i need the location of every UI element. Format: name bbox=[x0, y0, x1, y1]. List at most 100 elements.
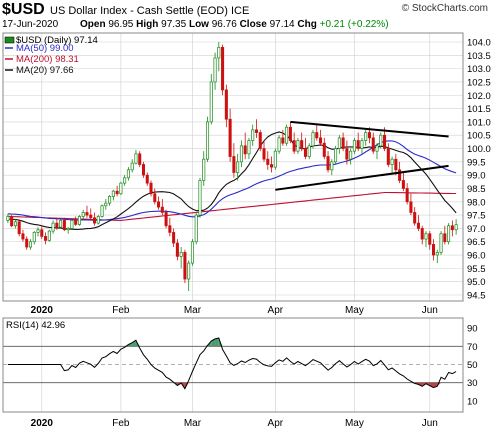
candle-body bbox=[266, 158, 270, 165]
candle-body bbox=[405, 188, 409, 203]
candle-body bbox=[413, 212, 417, 224]
candle-body bbox=[100, 205, 104, 217]
candle-body bbox=[111, 190, 115, 197]
candle-body bbox=[108, 196, 112, 204]
candle-body bbox=[138, 153, 142, 165]
candle-body bbox=[420, 228, 424, 240]
candle-body bbox=[285, 126, 289, 144]
candle-body bbox=[379, 134, 383, 147]
candle-body bbox=[443, 233, 447, 243]
candle-body bbox=[134, 153, 138, 164]
price-tick-label: 98.0 bbox=[467, 197, 486, 208]
candle-body bbox=[187, 262, 191, 280]
legend-ma50: MA(50) 99.00 bbox=[16, 43, 74, 54]
candle-body bbox=[47, 230, 51, 241]
candle-body bbox=[307, 145, 311, 157]
chg-label: Chg bbox=[297, 19, 317, 30]
month-label: May bbox=[345, 418, 364, 429]
candle-body bbox=[104, 202, 108, 207]
candle-body bbox=[205, 121, 210, 160]
candle-body bbox=[367, 132, 372, 139]
candle-body bbox=[364, 132, 368, 141]
candle-body bbox=[383, 134, 387, 149]
low-label: Low bbox=[188, 19, 209, 30]
open-label: Open bbox=[80, 19, 106, 30]
price-tick-label: 100.0 bbox=[467, 144, 491, 155]
rsi-oversold-fill bbox=[429, 382, 434, 388]
price-tick-label: 103.5 bbox=[467, 51, 491, 62]
rsi-overbought-fill bbox=[218, 337, 223, 347]
candle-body bbox=[416, 222, 420, 229]
candle-body bbox=[168, 225, 172, 233]
candle-body bbox=[149, 182, 153, 195]
candle-body bbox=[89, 214, 93, 219]
low-value: 96.76 bbox=[211, 19, 237, 30]
price-tick-label: 94.5 bbox=[467, 291, 486, 302]
candle-body bbox=[141, 164, 146, 176]
candle-body bbox=[345, 148, 349, 160]
price-grid bbox=[3, 33, 463, 301]
rsi-tick-label: 10 bbox=[467, 396, 478, 407]
price-tick-label: 103.0 bbox=[467, 64, 491, 75]
candle-body bbox=[251, 129, 255, 141]
candle-body bbox=[247, 140, 251, 155]
candle-body bbox=[183, 252, 187, 280]
candle-body bbox=[119, 182, 123, 195]
candle-body bbox=[334, 148, 338, 163]
quote-values: Open 96.95 High 97.35 Low 96.76 Close 97… bbox=[80, 19, 389, 30]
candle-body bbox=[32, 232, 36, 243]
month-label: Mar bbox=[184, 418, 202, 429]
month-label: Apr bbox=[268, 305, 284, 316]
rsi-tick-label: 90 bbox=[467, 324, 478, 335]
price-panel-frame bbox=[2, 32, 464, 302]
candle-body bbox=[115, 190, 119, 195]
candle-body bbox=[360, 140, 364, 149]
candle-body bbox=[123, 177, 127, 184]
price-tick-label: 101.0 bbox=[467, 117, 491, 128]
candle-body bbox=[28, 241, 33, 248]
candle-body bbox=[273, 150, 277, 168]
month-label: Feb bbox=[112, 305, 130, 316]
candle-body bbox=[322, 142, 326, 157]
price-tick-label: 100.5 bbox=[467, 131, 491, 142]
candle-body bbox=[447, 225, 451, 243]
close-value: 97.14 bbox=[269, 19, 295, 30]
candle-body bbox=[296, 140, 300, 152]
price-tick-label: 102.5 bbox=[467, 77, 491, 88]
candle-body bbox=[390, 158, 394, 165]
price-tick-label: 99.0 bbox=[467, 171, 486, 182]
candle-body bbox=[326, 156, 330, 171]
candle-body bbox=[450, 225, 454, 231]
rsi-overbought-fill bbox=[215, 337, 219, 347]
chart-header: $USD US Dollar Index - Cash Settle (EOD)… bbox=[0, 0, 494, 36]
candle-body bbox=[318, 137, 323, 144]
candle-body bbox=[303, 148, 307, 157]
candle-body bbox=[55, 222, 59, 228]
candle-body bbox=[262, 148, 266, 160]
candle-body bbox=[160, 206, 164, 213]
candle-body bbox=[232, 156, 236, 173]
candle-body bbox=[59, 220, 63, 228]
candle-body bbox=[239, 145, 243, 163]
candle-body bbox=[209, 81, 213, 123]
month-label: Jun bbox=[422, 305, 438, 316]
candle-body bbox=[172, 232, 176, 244]
candle-body bbox=[213, 57, 217, 83]
price-tick-label: 104.0 bbox=[467, 37, 491, 48]
price-legend: $USD (Daily) 97.14 MA(50) 99.00 MA(200) … bbox=[4, 35, 98, 76]
candle-body bbox=[81, 212, 85, 217]
month-label: 2020 bbox=[31, 305, 54, 316]
candle-body bbox=[77, 216, 81, 225]
candle-body bbox=[221, 46, 225, 91]
candle-body bbox=[439, 233, 443, 253]
month-label: Feb bbox=[112, 418, 130, 429]
candle-body bbox=[258, 132, 262, 149]
rsi-grid bbox=[3, 318, 463, 412]
candle-body bbox=[224, 89, 228, 120]
price-tick-label: 98.5 bbox=[467, 184, 486, 195]
price-tick-label: 102.0 bbox=[467, 91, 491, 102]
candle-body bbox=[85, 212, 89, 216]
chg-value: +0.21 (+0.22%) bbox=[319, 19, 389, 30]
month-label: Jun bbox=[422, 418, 438, 429]
